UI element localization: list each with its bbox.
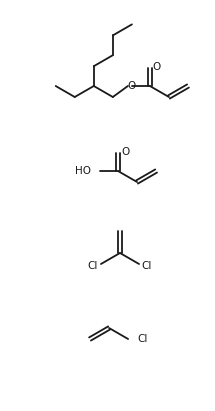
Text: O: O bbox=[128, 81, 136, 91]
Text: HO: HO bbox=[75, 166, 91, 176]
Text: Cl: Cl bbox=[142, 261, 152, 271]
Text: O: O bbox=[153, 62, 161, 72]
Text: O: O bbox=[121, 147, 129, 157]
Text: Cl: Cl bbox=[137, 334, 147, 344]
Text: Cl: Cl bbox=[88, 261, 98, 271]
